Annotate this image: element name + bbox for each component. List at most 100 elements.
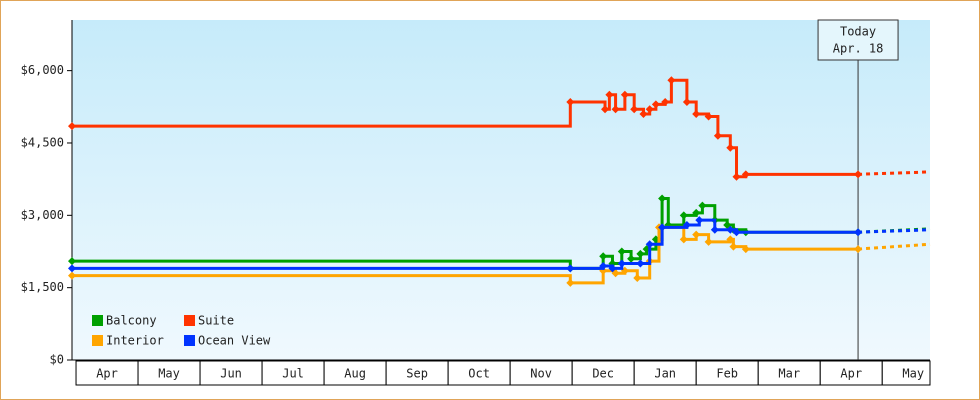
- point: [566, 97, 575, 106]
- point: [658, 194, 667, 203]
- today-box: [817, 19, 899, 61]
- point: [630, 105, 639, 114]
- point: [854, 170, 863, 179]
- point: [732, 228, 741, 237]
- point: [68, 257, 76, 266]
- legend-label: Interior: [106, 334, 164, 348]
- point: [732, 172, 741, 181]
- y-tick-label: $1,500: [21, 280, 64, 294]
- point: [611, 105, 620, 114]
- y-tick-label: $4,500: [21, 135, 64, 149]
- point: [854, 228, 863, 237]
- month-box: [137, 360, 201, 386]
- today-label: Today: [840, 25, 876, 39]
- plot-area: [72, 20, 930, 360]
- month-box: [509, 360, 573, 386]
- point: [627, 254, 636, 263]
- month-box: [819, 360, 883, 386]
- x-tick-label: Aug: [344, 367, 366, 381]
- point: [682, 220, 691, 229]
- point: [704, 237, 713, 246]
- point: [566, 264, 575, 273]
- today-label: Apr. 18: [833, 42, 884, 56]
- month-box: [385, 360, 449, 386]
- point: [692, 208, 701, 217]
- point: [636, 259, 645, 268]
- layer: $0 $1,500 $3,000 $4,500 $6,000 Apr May Jun Jul Au…: [21, 19, 931, 386]
- y-tick-label: $0: [50, 353, 64, 367]
- point: [854, 245, 863, 254]
- x-tick-label: Nov: [530, 367, 552, 381]
- x-tick-label: Jul: [282, 367, 304, 381]
- x-tick-label: Dec: [592, 367, 614, 381]
- legend-label: Balcony: [106, 314, 157, 328]
- point: [726, 143, 735, 152]
- point: [710, 225, 719, 234]
- legend-swatch: [92, 335, 103, 346]
- forecast-line: [858, 228, 931, 234]
- legend-swatch: [92, 315, 103, 326]
- x-tick-label: Jan: [654, 367, 676, 381]
- legend-swatch: [184, 315, 195, 326]
- month-box: [261, 360, 325, 386]
- point: [605, 90, 614, 99]
- x-tick-label: May: [902, 367, 924, 381]
- point: [620, 90, 629, 99]
- x-tick-label: Jun: [220, 367, 242, 381]
- point: [698, 201, 707, 210]
- legend-swatch: [184, 335, 195, 346]
- point: [639, 110, 648, 119]
- point: [68, 122, 76, 131]
- point: [729, 242, 738, 251]
- point: [601, 105, 610, 114]
- point: [679, 211, 688, 220]
- y-tick-label: $6,000: [21, 63, 64, 77]
- forecast-line: [858, 170, 931, 176]
- x-tick-label: Mar: [778, 367, 800, 381]
- point: [608, 264, 617, 273]
- x-tick-label: Feb: [716, 367, 738, 381]
- month-box: [695, 360, 759, 386]
- point: [661, 97, 670, 106]
- point: [617, 247, 626, 256]
- month-box: [323, 360, 387, 386]
- point: [68, 271, 76, 280]
- point: [704, 112, 713, 121]
- point: [645, 240, 654, 249]
- y-tick-label: $3,000: [21, 208, 64, 222]
- point: [636, 249, 645, 258]
- point: [599, 261, 608, 270]
- x-tick-label: Oct: [468, 367, 490, 381]
- month-box: [633, 360, 697, 386]
- x-tick-label: Apr: [840, 367, 862, 381]
- month-box: [447, 360, 511, 386]
- x-tick-label: May: [158, 367, 180, 381]
- point: [68, 264, 76, 273]
- point: [645, 105, 654, 114]
- month-box: [757, 360, 821, 386]
- x-tick-label: Sep: [406, 367, 428, 381]
- point: [658, 223, 667, 232]
- point: [667, 76, 676, 85]
- month-box: [881, 360, 931, 386]
- month-box: [199, 360, 263, 386]
- point: [741, 245, 750, 254]
- point: [651, 100, 660, 109]
- point: [679, 235, 688, 244]
- x-tick-label: Apr: [96, 367, 118, 381]
- point: [726, 225, 735, 234]
- point: [692, 230, 701, 239]
- point: [726, 235, 735, 244]
- point: [682, 97, 691, 106]
- point: [713, 131, 722, 140]
- legend-label: Suite: [198, 314, 234, 328]
- legend-label: Ocean View: [198, 334, 271, 348]
- series-line: [72, 218, 859, 270]
- point: [741, 170, 750, 179]
- point: [633, 274, 642, 283]
- point: [692, 110, 701, 119]
- point: [695, 216, 704, 225]
- point: [599, 252, 608, 261]
